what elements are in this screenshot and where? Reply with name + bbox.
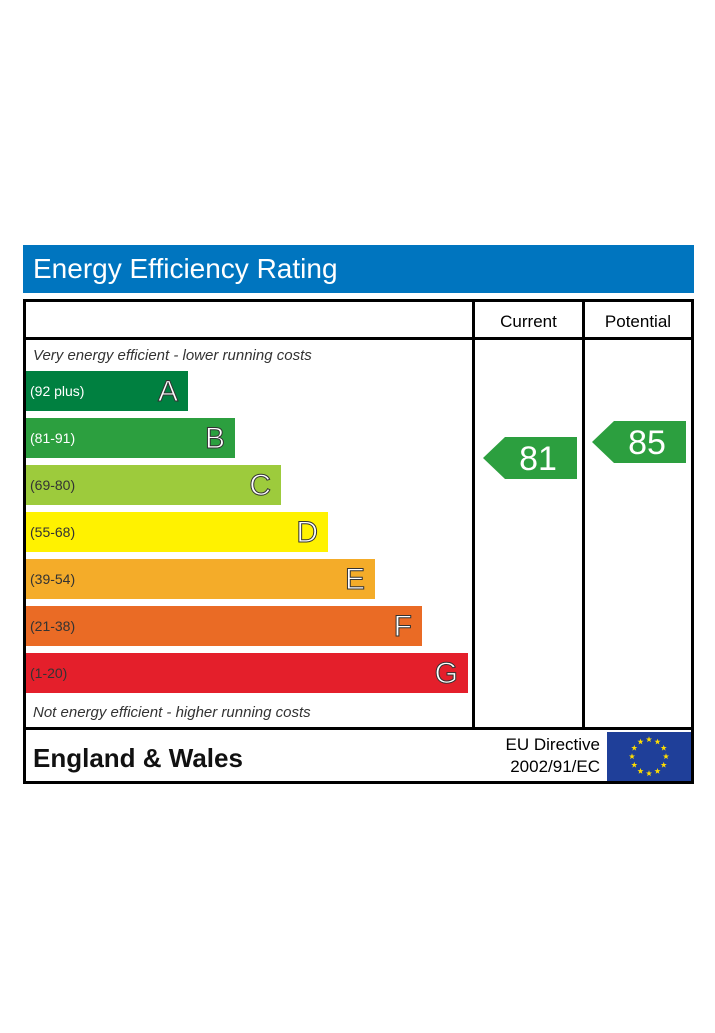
note-efficient: Very energy efficient - lower running co… xyxy=(33,347,312,364)
footer-directive: EU Directive 2002/91/EC xyxy=(480,734,600,778)
band-range-label: (39-54) xyxy=(30,571,76,587)
band-letter-label: G xyxy=(434,657,458,691)
band-range-label: (81-91) xyxy=(30,430,76,446)
note-inefficient: Not energy efficient - higher running co… xyxy=(33,704,311,721)
footer-region: England & Wales xyxy=(33,743,243,773)
potential-rating-arrow: 85 xyxy=(592,421,686,463)
band-a: (92 plus) A xyxy=(26,371,188,411)
band-d: (55-68) D xyxy=(26,512,328,552)
flag-star-icon xyxy=(660,744,667,751)
band-range-label: (21-38) xyxy=(30,618,76,634)
band-letter-label: B xyxy=(204,422,225,456)
band-range-label: (69-80) xyxy=(30,477,76,493)
flag-star-icon xyxy=(637,738,644,745)
band-c: (69-80) C xyxy=(26,465,281,505)
band-letter-label: E xyxy=(344,563,365,597)
divider-potential xyxy=(582,299,585,729)
band-e: (39-54) E xyxy=(26,559,375,599)
flag-star-icon xyxy=(654,768,661,774)
rating-frame xyxy=(23,299,694,784)
flag-star-icon xyxy=(631,761,638,768)
band-letter-label: D xyxy=(296,516,319,550)
flag-star-icon xyxy=(631,744,638,751)
band-letter-label: C xyxy=(249,469,272,503)
flag-star-icon xyxy=(628,753,636,760)
flag-star-icon xyxy=(662,753,670,760)
band-g: (1-20) G xyxy=(26,653,468,693)
flag-star-icon xyxy=(660,761,667,768)
flag-star-icon xyxy=(637,768,644,774)
eu-flag-stars xyxy=(628,736,670,777)
eu-flag-icon xyxy=(607,732,691,781)
divider-current xyxy=(472,299,475,729)
band-range-label: (1-20) xyxy=(30,665,68,681)
band-range-label: (55-68) xyxy=(30,524,76,540)
flag-star-icon xyxy=(645,736,653,743)
current-column-header: Current xyxy=(500,312,557,331)
band-letter-label: F xyxy=(393,610,412,644)
current-rating-arrow: 81 xyxy=(483,437,577,479)
directive-line-1: EU Directive xyxy=(505,735,600,754)
directive-line-2: 2002/91/EC xyxy=(510,757,600,776)
flag-star-icon xyxy=(654,738,661,745)
divider-header xyxy=(23,337,694,340)
potential-column-header: Potential xyxy=(604,312,672,331)
band-letter-label: A xyxy=(157,375,178,409)
flag-star-icon xyxy=(645,770,653,777)
chart-title: Energy Efficiency Rating xyxy=(23,245,694,293)
divider-footer xyxy=(23,727,694,730)
band-b: (81-91) B xyxy=(26,418,235,458)
band-f: (21-38) F xyxy=(26,606,422,646)
band-range-label: (92 plus) xyxy=(30,383,85,399)
